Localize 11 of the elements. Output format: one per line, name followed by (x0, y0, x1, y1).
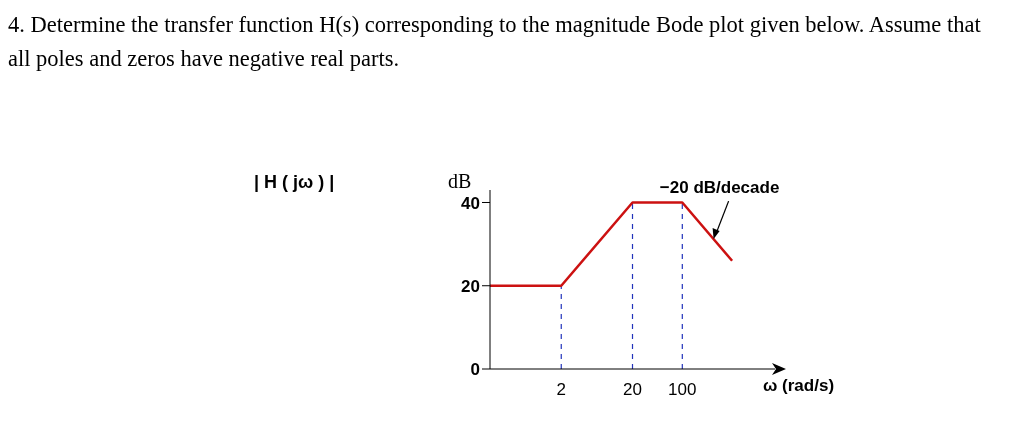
chart-title: 4. Determine the transfer function H(s) corresponding to the magnitude Bode plot given below. Assume that all poles and zeros have negative real parts. (8, 11, 982, 73)
x-tick-label: 2 (556, 380, 566, 400)
y-tick-label: 0 (470, 360, 480, 380)
annotation: −20 dB/decade (659, 178, 780, 198)
text: | H ( jω ) | (254, 172, 335, 193)
y-tick-label: 40 (461, 193, 480, 213)
y-tick-label: 20 (461, 276, 480, 296)
x-tick-label: 20 (623, 380, 642, 400)
x-axis-title: ω (rad/s) (763, 376, 835, 396)
y-axis-title: dB (448, 170, 472, 193)
x-tick-label: 100 (668, 380, 697, 400)
